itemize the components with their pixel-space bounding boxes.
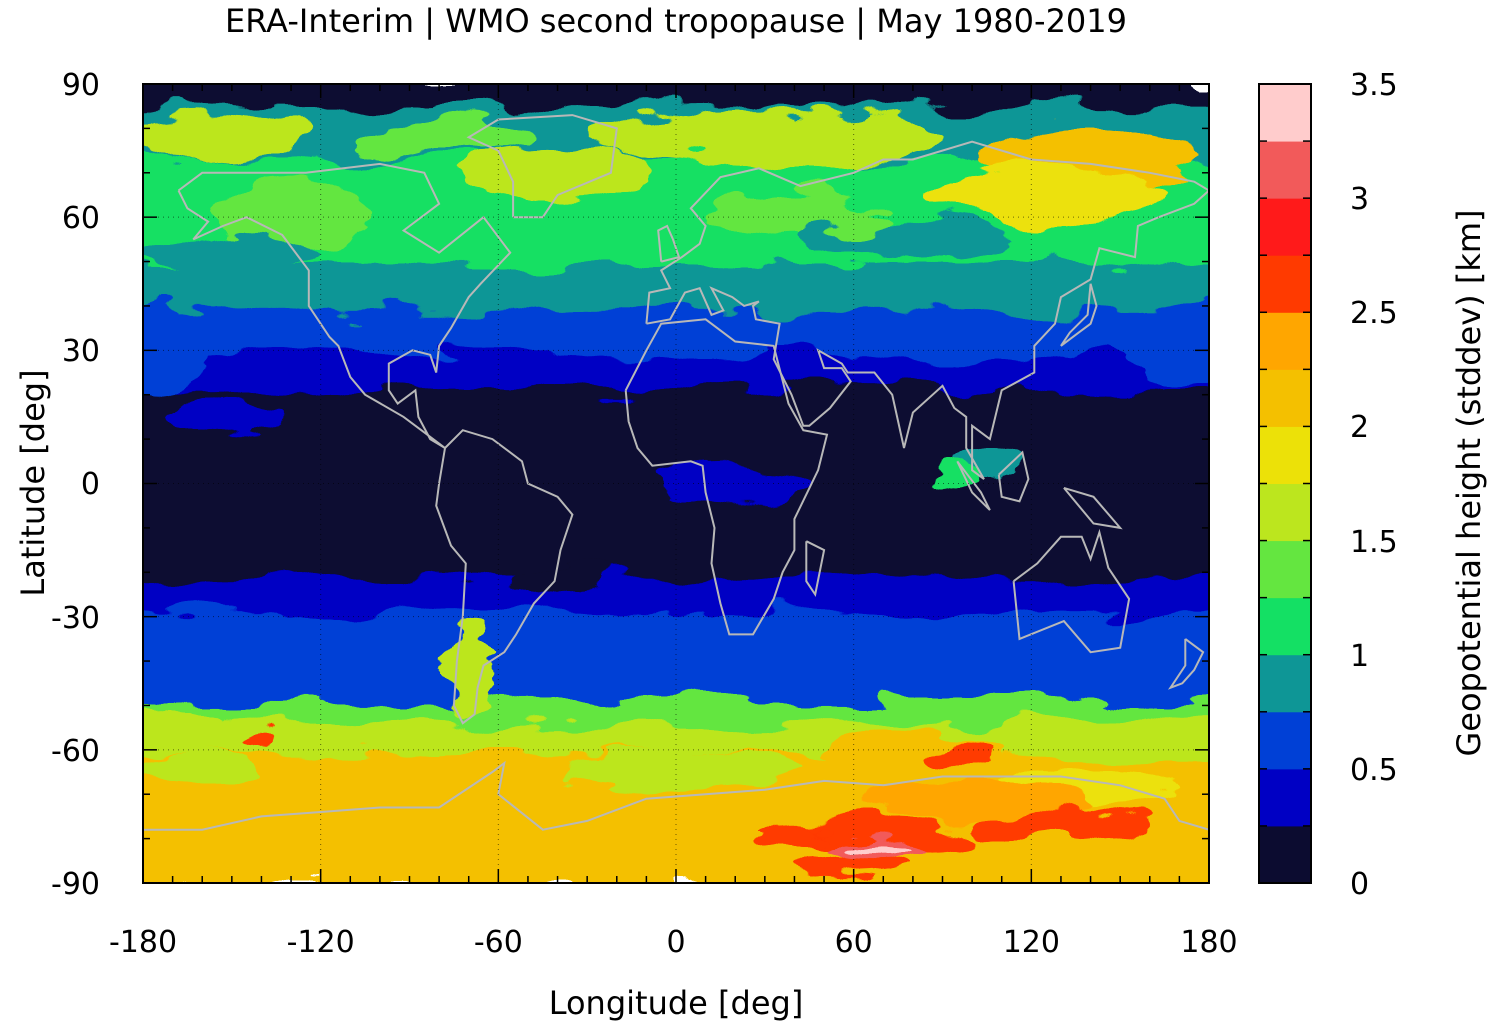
- colorbar-frame: [1258, 83, 1312, 884]
- colorbar-label: Geopotential height (stddev) [km]: [1450, 209, 1488, 756]
- field-feature: [468, 146, 647, 200]
- colorbar-swatch: [1259, 141, 1311, 199]
- colorbar-swatch: [1259, 255, 1311, 313]
- field-feature: [1120, 314, 1209, 386]
- field-feature: [927, 168, 1165, 222]
- field-feature: [933, 461, 981, 488]
- colorbar-tick-label: 1.5: [1350, 525, 1398, 560]
- axis-ticks: [142, 83, 1210, 884]
- field-feature: [557, 754, 795, 790]
- y-tick-label: -30: [51, 601, 100, 636]
- field-feature: [243, 732, 280, 750]
- field-max-core: [846, 841, 906, 854]
- field-feature: [794, 856, 913, 875]
- x-axis-label: Longitude [deg]: [549, 984, 804, 1022]
- coastline: [645, 140, 1209, 480]
- field-feature: [758, 825, 830, 844]
- x-tick-labels: -180 -120 -60 0 60 120 180: [109, 925, 1238, 960]
- x-tick-label: 60: [835, 925, 873, 960]
- coastline: [997, 450, 1030, 503]
- colorbar-swatch: [1259, 198, 1311, 256]
- field-feature: [809, 221, 1017, 258]
- coastline: [466, 114, 618, 219]
- field-feature: [513, 567, 602, 595]
- coastline: [1060, 283, 1098, 347]
- colorbar-tick-labels: 0 0.5 1 1.5 2 2.5 3 3.5: [1350, 68, 1398, 902]
- x-tick-label: 0: [666, 925, 685, 960]
- y-tick-label: 0: [81, 467, 100, 502]
- colorbar-swatches: [1259, 83, 1311, 884]
- field-feature: [853, 785, 1091, 821]
- colorbar-tick-label: 3.5: [1350, 68, 1398, 103]
- field-feature: [350, 119, 528, 156]
- x-tick-label: -120: [287, 925, 355, 960]
- chart-title: ERA-Interim | WMO second tropopause | Ma…: [225, 2, 1127, 40]
- field-band: [143, 657, 1209, 710]
- colorbar-swatch: [1259, 84, 1311, 142]
- coastlines: [143, 114, 1209, 831]
- colorbar-tick-label: 3: [1350, 182, 1369, 217]
- field-feature: [143, 305, 203, 395]
- x-tick-label: 180: [1180, 925, 1237, 960]
- x-tick-label: 120: [1003, 925, 1060, 960]
- colorbar: 0 0.5 1 1.5 2 2.5 3 3.5 Geopotential hei…: [1258, 68, 1488, 902]
- map-plot-area: [142, 83, 1210, 884]
- colorbar-swatch: [1259, 825, 1311, 884]
- y-tick-label: 90: [62, 68, 100, 103]
- field-feature: [587, 110, 943, 164]
- coastline: [435, 429, 574, 725]
- field-feature: [172, 403, 292, 431]
- colorbar-swatch: [1259, 597, 1311, 656]
- colorbar-swatch: [1259, 768, 1311, 827]
- coastline: [956, 460, 991, 511]
- colorbar-swatch: [1259, 483, 1311, 542]
- field-feature: [143, 709, 232, 746]
- y-tick-labels: 90 60 30 0 -30 -60 -90: [51, 68, 100, 902]
- field-band: [143, 612, 1209, 666]
- y-tick-label: -90: [51, 867, 100, 902]
- colorbar-tick-label: 2.5: [1350, 296, 1398, 331]
- field-feature: [143, 234, 321, 271]
- coastline: [1012, 528, 1131, 654]
- coastline: [624, 318, 829, 636]
- coastline: [143, 760, 1209, 831]
- y-axis-label: Latitude [deg]: [14, 369, 52, 596]
- coastline: [177, 162, 512, 449]
- field-feature: [143, 115, 306, 160]
- coastline: [657, 224, 681, 263]
- field-feature: [445, 625, 493, 715]
- coastline: [1167, 638, 1205, 690]
- field-feature: [661, 465, 810, 502]
- x-tick-label: -60: [474, 925, 523, 960]
- y-tick-label: -60: [51, 734, 100, 769]
- coastline: [805, 540, 826, 598]
- colorbar-tick-label: 0: [1350, 867, 1369, 902]
- x-tick-label: -180: [109, 925, 177, 960]
- gridlines: [143, 84, 1209, 883]
- colorbar-tick-label: 2: [1350, 410, 1369, 445]
- colorbar-swatch: [1259, 540, 1311, 599]
- field-feature: [143, 754, 262, 790]
- colorbar-swatch: [1259, 369, 1311, 427]
- y-tick-label: 30: [62, 334, 100, 369]
- y-tick-label: 60: [62, 201, 100, 236]
- coastline: [1063, 486, 1123, 530]
- colorbar-tick-label: 1: [1350, 639, 1369, 674]
- colorbar-tick-label: 0.5: [1350, 753, 1398, 788]
- colorbar-swatch: [1259, 426, 1311, 484]
- colorbar-swatch: [1259, 654, 1311, 713]
- colorbar-swatch: [1259, 312, 1311, 370]
- field-feature: [217, 186, 366, 249]
- colorbar-swatch: [1259, 711, 1311, 770]
- field-feature: [927, 736, 987, 764]
